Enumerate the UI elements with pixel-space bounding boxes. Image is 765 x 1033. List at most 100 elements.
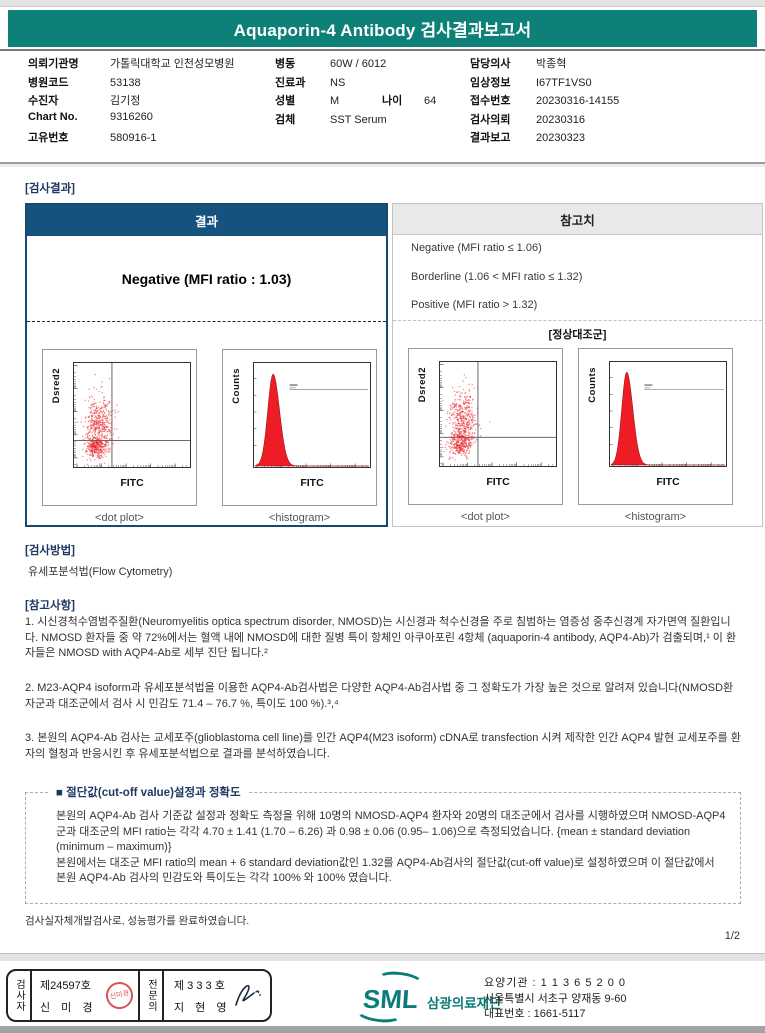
report-title: Aquaporin-4 Antibody 검사결과보고서: [233, 21, 532, 40]
control-histogram-chart: [609, 361, 727, 467]
org-phone: 대표번호 : 1661-5117: [484, 1008, 586, 1020]
field-value: 53138: [110, 76, 141, 89]
note-paragraph: 1. 시신경척수염범주질환(Neuromyelitis optica spect…: [25, 616, 737, 660]
patient-info-left: 의뢰기관명 가톨릭대학교 인천성모병원 병원코드 53138 수진자 김기정 Char…: [28, 55, 273, 148]
banner-underline: [0, 49, 765, 51]
reference-line: Borderline (1.06 < MFI ratio ≤ 1.32): [411, 270, 583, 283]
org-provider-no: 요양기관 : 1 1 3 6 5 2 0 0: [484, 977, 626, 989]
field-row: 결과보고 20230323: [470, 129, 760, 148]
x-axis-label: FITC: [656, 476, 680, 488]
patient-histogram-cell: Counts FITC <histogram>: [222, 349, 377, 524]
field-row: 검체 SST Serum: [275, 111, 465, 130]
dot-plot-caption: <dot plot>: [95, 512, 144, 524]
cutoff-paragraph: 본원에서는 대조군 MFI ratio의 mean + 6 standard d…: [56, 856, 715, 885]
footer-note: 검사실자체개발검사로, 성능평가를 완료하였습니다.: [25, 915, 250, 927]
result-column: 결과 Negative (MFI ratio : 1.03) Dsred2 FI…: [25, 203, 388, 527]
patient-histogram: Counts FITC: [222, 349, 377, 506]
field-label: 검사의뢰: [470, 113, 511, 126]
field-label: 병동: [275, 58, 296, 70]
field-row: 담당의사 박종혁: [470, 55, 760, 74]
sml-logo-icon: SML: [361, 984, 419, 1014]
note-paragraph: 3. 본원의 AQP4-Ab 검사는 교세포주(glioblastoma cel…: [25, 732, 741, 760]
x-axis-label: FITC: [486, 476, 510, 488]
notes-section-title: [참고사항]: [25, 600, 75, 612]
examiner-name: 신 미 경: [40, 1002, 97, 1014]
field-value: I67TF1VS0: [536, 76, 592, 89]
patient-dot-plot: Dsred2 FITC: [42, 349, 197, 506]
y-axis-label: Dsred2: [51, 368, 62, 404]
org-name: 삼광의료재단: [427, 996, 502, 1011]
control-histogram: Counts FITC: [578, 348, 733, 505]
field-label: 의뢰기관명: [28, 58, 79, 70]
cutoff-title: ■ 절단값(cut-off value)설정과 정확도: [48, 784, 249, 800]
cutoff-body: 본원의 AQP4-Ab 검사 기준값 설정과 정확도 측정을 위해 10명의 N…: [26, 793, 740, 887]
control-histogram-cell: Counts FITC <histogram>: [578, 348, 733, 523]
field-label: 검체: [275, 113, 296, 126]
patient-dot-plot-chart: [73, 362, 191, 468]
result-section-title: [검사결과]: [25, 183, 75, 195]
field-value: 가톨릭대학교 인천성모병원: [110, 58, 235, 70]
field-row: 의뢰기관명 가톨릭대학교 인천성모병원: [28, 55, 273, 74]
examiner-cell: 제24597호 신 미 경 신미경: [32, 971, 140, 1020]
reference-line: Negative (MFI ratio ≤ 1.06): [411, 242, 542, 254]
reference-column: 참고치 Negative (MFI ratio ≤ 1.06) Borderli…: [392, 203, 763, 527]
field-value: 20230316: [536, 113, 585, 126]
reference-header: 참고치: [393, 204, 762, 235]
note-paragraph: 2. M23-AQP4 isoform과 유세포분석법을 이용한 AQP4-Ab…: [25, 682, 734, 710]
field-value: 60W / 6012: [330, 58, 387, 70]
specialist-signature: [235, 984, 261, 1006]
field-row: 병동 60W / 6012: [275, 55, 465, 74]
method-text: 유세포분석법(Flow Cytometry): [28, 566, 173, 578]
field-label: 나이: [382, 95, 403, 108]
patient-histogram-chart: [253, 362, 371, 468]
x-axis-label: FITC: [300, 477, 324, 489]
field-label: 접수번호: [470, 95, 511, 108]
histogram-caption: <histogram>: [624, 511, 687, 523]
page-number: 1/2: [724, 930, 740, 942]
report-banner: Aquaporin-4 Antibody 검사결과보고서: [8, 10, 757, 47]
field-row: 검사의뢰 20230316: [470, 111, 760, 130]
field-row: 임상정보 I67TF1VS0: [470, 74, 760, 93]
normal-control-label: [정상대조군]: [548, 329, 607, 341]
field-label: 고유번호: [28, 132, 69, 145]
field-value: 20230323: [536, 132, 585, 145]
result-value: Negative (MFI ratio : 1.03): [121, 270, 292, 287]
field-value: M: [330, 95, 340, 108]
footer-divider: [0, 953, 765, 961]
org-contact-info: 요양기관 : 1 1 3 6 5 2 0 0 서울특별시 서초구 양재동 9-6…: [484, 976, 744, 1023]
field-label: 진료과: [275, 76, 306, 89]
dot-plot-caption: <dot plot>: [461, 511, 510, 523]
patient-info-middle: 병동 60W / 6012 진료과 NS 성별 M 나이 64 검체 SST Serum: [275, 55, 465, 129]
field-value: 김기정: [110, 95, 141, 108]
control-dot-plot: Dsred2 FITC: [408, 348, 563, 505]
window-bottom-strip: [0, 1026, 765, 1033]
section-divider: [0, 162, 765, 167]
field-value: 20230316-14155: [536, 95, 620, 108]
result-header: 결과: [27, 205, 386, 236]
field-label: 담당의사: [470, 58, 511, 70]
field-row: 고유번호 580916-1: [28, 129, 273, 148]
y-axis-label: Dsred2: [417, 367, 428, 403]
field-row: Chart No. 9316260: [28, 111, 273, 130]
org-address: 서울특별시 서초구 양재동 9-60: [484, 992, 627, 1005]
field-row: 수진자 김기정: [28, 92, 273, 111]
field-label: 성별: [275, 95, 296, 108]
x-axis-label: FITC: [120, 477, 144, 489]
field-label: 임상정보: [470, 76, 511, 89]
specialist-label: 전문의: [140, 971, 164, 1020]
reference-cell: Negative (MFI ratio ≤ 1.06) Borderline (…: [393, 235, 762, 321]
field-row: 접수번호 20230316-14155: [470, 92, 760, 111]
field-row: 성별 M 나이 64: [275, 92, 465, 111]
field-row: 병원코드 53138: [28, 74, 273, 93]
field-value: 64: [424, 95, 437, 108]
field-label: 결과보고: [470, 132, 511, 145]
histogram-caption: <histogram>: [268, 512, 331, 524]
field-value: SST Serum: [330, 113, 387, 126]
signature-stamp-box: 검사자 제24597호 신 미 경 신미경 전문의 제 3 3 3 호 지 현 …: [6, 969, 272, 1022]
control-dot-plot-cell: Dsred2 FITC <dot plot>: [408, 348, 563, 523]
org-logo-block: SML 삼광의료재단: [355, 969, 653, 1025]
result-cell: Negative (MFI ratio : 1.03): [27, 236, 386, 322]
field-value: NS: [330, 76, 346, 89]
field-value: 박종혁: [536, 58, 567, 70]
